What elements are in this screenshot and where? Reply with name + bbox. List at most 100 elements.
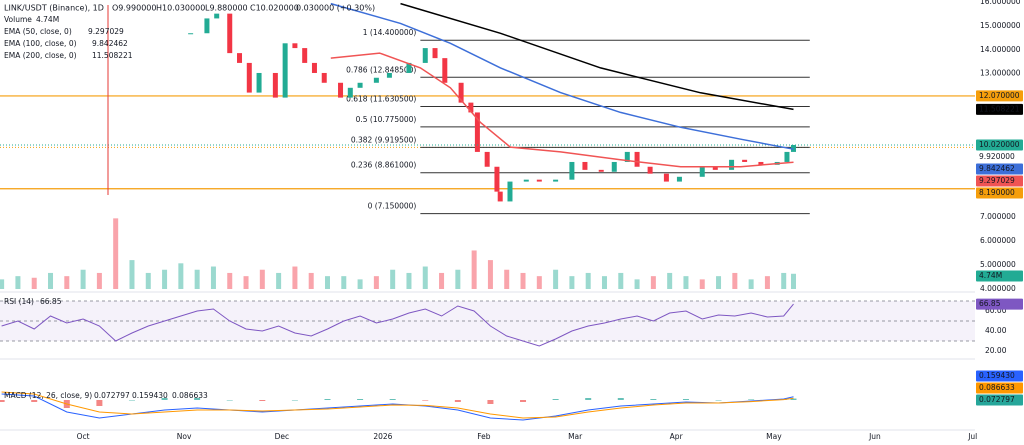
price-axis-label-box bbox=[976, 103, 1023, 115]
legend-value: 9.297029 bbox=[88, 27, 124, 36]
price-axis-label: 9.297029 bbox=[979, 176, 1015, 185]
x-tick-label: May bbox=[766, 432, 782, 441]
candle bbox=[474, 112, 480, 152]
candle bbox=[523, 179, 529, 182]
candle bbox=[256, 72, 262, 93]
volume-bar bbox=[748, 279, 754, 289]
volume-bar bbox=[80, 269, 86, 289]
x-tick-label: Jul bbox=[967, 432, 977, 441]
macd-histogram-bar bbox=[487, 400, 494, 404]
candle bbox=[246, 62, 252, 93]
chart-title: LINK/USDT (Binance), 1D bbox=[4, 4, 104, 13]
macd-axis-label: 0.159430 bbox=[979, 371, 1015, 380]
macd-histogram-bar bbox=[357, 399, 364, 400]
volume-bar bbox=[145, 272, 151, 289]
y-tick-label: 5.000000 bbox=[980, 260, 1016, 269]
candle bbox=[634, 151, 640, 167]
y-tick-label: 6.000000 bbox=[980, 236, 1016, 245]
candle bbox=[227, 13, 233, 54]
candle bbox=[784, 151, 790, 162]
fib-label: 1 (14.400000) bbox=[363, 28, 417, 37]
candle bbox=[432, 48, 438, 59]
volume-bar bbox=[569, 276, 575, 289]
volume-bar bbox=[716, 276, 722, 289]
candle bbox=[758, 161, 764, 165]
macd-histogram-bar bbox=[650, 399, 657, 400]
volume-bar bbox=[601, 276, 607, 289]
volume-bar bbox=[129, 260, 135, 289]
macd-axis-label-box bbox=[976, 382, 1023, 394]
x-tick-label: Feb bbox=[477, 432, 491, 441]
volume-bar bbox=[553, 269, 559, 289]
volume-bar bbox=[439, 272, 445, 289]
volume-bar bbox=[390, 269, 396, 289]
candle bbox=[188, 33, 194, 35]
macd-legend-label: MACD (12, 26, close, 9) bbox=[4, 391, 92, 400]
rsi-tick-label: 60.00 bbox=[985, 306, 1007, 315]
macd-axis-label-box bbox=[976, 394, 1023, 406]
price-axis-label: 12.070000 bbox=[979, 91, 1020, 100]
candle bbox=[598, 169, 604, 172]
volume-bar bbox=[667, 272, 673, 289]
ohlc-value: H10.030000 bbox=[156, 4, 205, 13]
candle bbox=[373, 77, 379, 83]
y-tick-label: 7.000000 bbox=[980, 212, 1016, 221]
macd-histogram-bar bbox=[389, 399, 396, 400]
fib-label: 0 (7.150000) bbox=[368, 202, 417, 211]
volume-bar bbox=[96, 272, 102, 289]
rsi-tick-label: 40.00 bbox=[985, 326, 1007, 335]
volume-bar bbox=[732, 272, 738, 289]
volume-bar bbox=[162, 269, 168, 289]
x-tick-label: 2026 bbox=[373, 432, 392, 441]
candle bbox=[663, 173, 669, 182]
candle bbox=[292, 43, 298, 49]
x-tick-label: Nov bbox=[177, 432, 192, 441]
candle bbox=[311, 62, 317, 73]
candle bbox=[338, 82, 344, 98]
volume-bar bbox=[194, 269, 200, 289]
volume-axis-label: 4.74M bbox=[979, 271, 1002, 280]
macd-histogram-bar bbox=[682, 399, 689, 400]
price-axis-label-box bbox=[976, 139, 1023, 151]
ohlc-value: 0.030000 (+0.30%) bbox=[296, 4, 375, 13]
macd-histogram-bar bbox=[96, 400, 103, 406]
macd-histogram-bar bbox=[617, 398, 624, 400]
y-tick-label: 4.000000 bbox=[980, 284, 1016, 293]
candle bbox=[712, 166, 718, 170]
candle bbox=[536, 179, 542, 182]
price-axis-label-box bbox=[976, 187, 1023, 199]
volume-bar bbox=[48, 272, 54, 289]
volume-bar bbox=[504, 269, 510, 289]
rsi-axis-label-box bbox=[976, 298, 1023, 310]
candle bbox=[302, 48, 308, 63]
volume-bar bbox=[520, 272, 526, 289]
rsi-tick-label: 20.00 bbox=[985, 346, 1007, 355]
x-tick-label: Apr bbox=[670, 432, 684, 441]
volume-bar bbox=[585, 272, 591, 289]
legend-value: 4.74M bbox=[36, 15, 59, 24]
fib-label: 0.618 (11.630500) bbox=[346, 94, 416, 103]
rsi-legend-value: 66.85 bbox=[40, 297, 62, 306]
fib-label: 0.5 (10.775000) bbox=[356, 115, 417, 124]
volume-bar bbox=[683, 276, 689, 289]
volume-bar bbox=[790, 273, 796, 289]
volume-bar bbox=[113, 218, 119, 289]
macd-histogram-bar bbox=[128, 400, 135, 401]
candle bbox=[484, 151, 490, 167]
price-axis-label-box bbox=[976, 175, 1023, 187]
volume-bar bbox=[699, 279, 705, 289]
candle bbox=[742, 159, 748, 162]
macd-histogram-bar bbox=[520, 400, 527, 402]
candle bbox=[347, 87, 353, 98]
ema-line bbox=[400, 2, 794, 111]
candle bbox=[507, 181, 513, 202]
volume-bar bbox=[292, 266, 298, 289]
candle bbox=[582, 161, 588, 170]
rsi-axis-label: 66.85 bbox=[979, 299, 1001, 308]
y-tick-label: 14.000000 bbox=[980, 45, 1021, 54]
candle bbox=[494, 166, 500, 192]
volume-bar bbox=[15, 276, 21, 289]
volume-bar bbox=[455, 269, 461, 289]
macd-axis-label: 0.072797 bbox=[979, 395, 1015, 404]
